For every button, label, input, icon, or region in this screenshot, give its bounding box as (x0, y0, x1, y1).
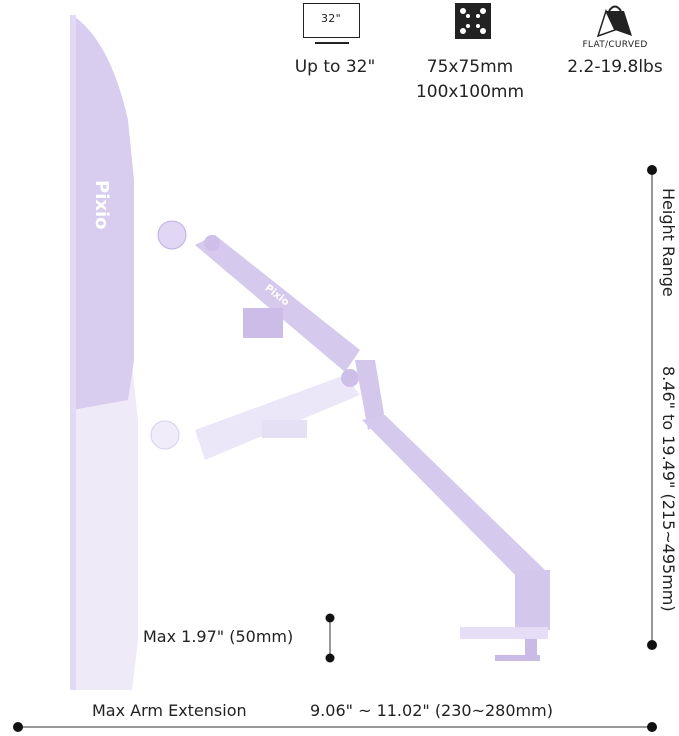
vesa-pattern-icon (455, 3, 491, 39)
upper-arm (195, 235, 360, 372)
lower-arm-ghost (195, 375, 360, 460)
lower-arm (362, 415, 545, 585)
screen-size-text: Up to 32" (294, 57, 376, 77)
monitor-brand-logo: Pixio (91, 180, 112, 230)
height-range-label: Height Range (659, 188, 678, 297)
arm-extension-value: 9.06" ~ 11.02" (230~280mm) (310, 701, 553, 720)
vesa-line1: 75x75mm (426, 57, 514, 77)
monitor-size-icon: 32" (303, 3, 361, 44)
tilt-range-value: Max 1.97" (50mm) (143, 627, 294, 646)
upper-monitor (72, 15, 134, 410)
weight-sublabel: FLAT/CURVED (582, 40, 648, 50)
lower-monitor-ghost (72, 365, 138, 690)
desk-clamp (515, 570, 550, 630)
height-range-value: 8.46" to 19.49" (215~495mm) (659, 366, 678, 612)
weight-icon (596, 5, 632, 38)
weight-text: 2.2-19.8lbs (567, 57, 663, 77)
arm-extension-label: Max Arm Extension (92, 701, 247, 720)
vesa-line2: 100x100mm (415, 82, 525, 102)
